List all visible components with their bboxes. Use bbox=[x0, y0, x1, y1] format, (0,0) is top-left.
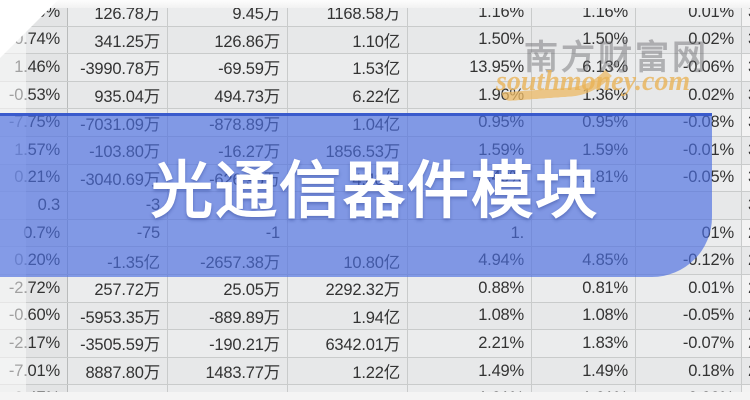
cell-turnover_rate: 1.96% bbox=[407, 81, 532, 110]
cell-float_ratio: 0.81% bbox=[531, 274, 636, 303]
cell-turnover_amount: 6.22亿 bbox=[287, 81, 408, 110]
cell-super_large_net_inflow: -69.59万 bbox=[167, 53, 288, 82]
cell-main_net_inflow: 8887.80万 bbox=[67, 357, 168, 386]
corner-cut-decoration bbox=[0, 0, 64, 64]
cell-row-index: 3 bbox=[741, 0, 750, 27]
cell-float_ratio: 1.36% bbox=[531, 81, 636, 110]
cell-turnover_amount: 1.22亿 bbox=[287, 357, 408, 386]
cell-super_large_net_inflow: 126.86万 bbox=[167, 26, 288, 55]
bottom-edge-wash bbox=[0, 392, 750, 400]
cell-row-index: 30 bbox=[741, 26, 750, 55]
cell-ratio_change: 0.02% bbox=[635, 26, 742, 55]
cell-super_large_net_inflow: -190.21万 bbox=[167, 329, 288, 358]
cell-main_net_inflow: -5953.35万 bbox=[67, 302, 168, 331]
page-title: 光通信器件模块 bbox=[150, 154, 599, 227]
cell-main_net_inflow: -3505.59万 bbox=[67, 329, 168, 358]
cell-row-index: 2 bbox=[741, 302, 750, 331]
cell-super_large_net_inflow: 25.05万 bbox=[167, 274, 288, 303]
cell-row-index: 2 bbox=[741, 274, 750, 303]
table-row[interactable]: -0.60% -5953.35万 -889.89万 1.94亿 1.08% 1.08% -0… bbox=[0, 302, 750, 331]
cell-ratio_change: 0.18% bbox=[635, 357, 742, 386]
cell-row-index: 3 bbox=[741, 53, 750, 82]
cell-turnover_rate: 1.08% bbox=[407, 302, 532, 331]
table-row[interactable]: 0.74%341.25万126.86万1.10亿1.50%1.50%0.02%3… bbox=[0, 26, 750, 55]
table-row[interactable]: -0.53% 935.04万 494.73万 6.22亿 1.96% 1.36% 0.02%… bbox=[0, 81, 750, 110]
cell-ratio_change: 0.01% bbox=[635, 274, 742, 303]
cell-turnover_amount: 1.94亿 bbox=[287, 302, 408, 331]
cell-super_large_net_inflow: 1483.77万 bbox=[167, 357, 288, 386]
cell-turnover_amount: 1.10亿 bbox=[287, 26, 408, 55]
cell-row-index: 2 bbox=[741, 357, 750, 386]
cell-super_large_net_inflow: -889.89万 bbox=[167, 302, 288, 331]
cell-row-index: 2 bbox=[741, 329, 750, 358]
cell-turnover_amount: 1.53亿 bbox=[287, 53, 408, 82]
cell-main_net_inflow: 257.72万 bbox=[67, 274, 168, 303]
cell-main_net_inflow: 341.25万 bbox=[67, 26, 168, 55]
cell-main_net_inflow: 935.04万 bbox=[67, 81, 168, 110]
cell-ratio_change: 0.02% bbox=[635, 81, 742, 110]
cell-turnover_rate: 0.88% bbox=[407, 274, 532, 303]
cell-float_ratio: 1.49% bbox=[531, 357, 636, 386]
cell-ratio_change: -0.07% bbox=[635, 329, 742, 358]
cell-row-index: 3 bbox=[741, 108, 750, 137]
cell-float_ratio: 1.08% bbox=[531, 302, 636, 331]
cell-turnover_rate: 1.49% bbox=[407, 357, 532, 386]
cell-ratio_change: -0.05% bbox=[635, 302, 742, 331]
cell-row-index: 3 bbox=[741, 191, 750, 220]
cell-row-index: 3 bbox=[741, 164, 750, 193]
cell-float_ratio: 6.13% bbox=[531, 53, 636, 82]
highlight-band-top-edge bbox=[0, 113, 712, 116]
cell-row-index: 3 bbox=[741, 81, 750, 110]
cell-turnover_rate: 13.95% bbox=[407, 53, 532, 82]
table-row[interactable]: -2.17% -3505.59万 -190.21万 6342.01万 2.21% 1.83… bbox=[0, 329, 750, 358]
cell-turnover_rate: 2.21% bbox=[407, 329, 532, 358]
table-row[interactable]: -7.01% 8887.80万 1483.77万 1.22亿 1.49% 1.49% 0.1… bbox=[0, 357, 750, 386]
cell-turnover_amount: 2292.32万 bbox=[287, 274, 408, 303]
cell-ratio_change: -0.06% bbox=[635, 53, 742, 82]
highlight-band bbox=[0, 113, 712, 277]
table-row[interactable]: -2.72% 257.72万 25.05万 2292.32万 0.88% 0.81% 0.0… bbox=[0, 274, 750, 303]
corner-cut-strip bbox=[0, 0, 46, 5]
table-row[interactable]: 1.46% -3990.78万 -69.59万 1.53亿 13.95% 6.13% -0.… bbox=[0, 53, 750, 82]
cell-super_large_net_inflow: 494.73万 bbox=[167, 81, 288, 110]
top-edge-wash bbox=[0, 0, 750, 8]
cell-row-index: 2 bbox=[741, 219, 750, 248]
cell-row-index: 3 bbox=[741, 136, 750, 165]
cell-row-index: 2 bbox=[741, 246, 750, 275]
cell-float_ratio: 1.83% bbox=[531, 329, 636, 358]
cell-float_ratio: 1.50% bbox=[531, 26, 636, 55]
cell-main_net_inflow: -3990.78万 bbox=[67, 53, 168, 82]
cell-turnover_rate: 1.50% bbox=[407, 26, 532, 55]
cell-turnover_amount: 6342.01万 bbox=[287, 329, 408, 358]
